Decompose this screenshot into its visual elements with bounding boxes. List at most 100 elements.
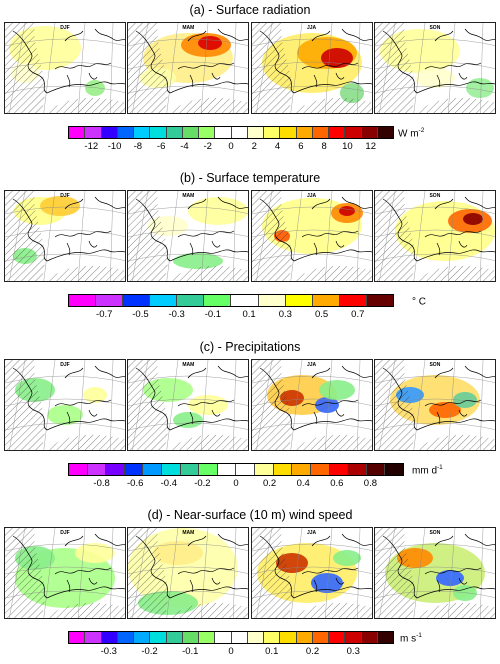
map-djf: DJF	[4, 22, 126, 114]
hatching-region	[374, 23, 415, 113]
colorbar-swatch	[236, 464, 256, 475]
anomaly-patch	[188, 197, 249, 225]
colorbar-swatch	[285, 295, 313, 306]
season-label: SON	[429, 362, 441, 368]
colorbar-tick-label: -10	[107, 141, 122, 152]
hatching-region	[47, 265, 125, 281]
anomaly-patch	[320, 48, 353, 68]
map-field	[128, 528, 249, 618]
anomaly-patch	[465, 78, 494, 98]
colorbar-swatch	[312, 295, 340, 306]
hatching-region	[251, 528, 292, 618]
colorbar-swatch	[199, 632, 216, 643]
season-label: SON	[429, 25, 441, 31]
colorbar-tick-label: 0.2	[262, 478, 277, 489]
map-field	[128, 23, 249, 113]
hatching-region	[47, 434, 125, 450]
colorbar-ticks: -12 -10 -8 -6 -4 -2 0 2 4 6 8 10 12	[68, 141, 394, 153]
hatching-region	[293, 434, 372, 450]
map-field	[5, 528, 125, 618]
colorbar-swatch	[69, 632, 86, 643]
map-field	[374, 23, 495, 113]
map-son: SON	[373, 527, 496, 619]
colorbar-swatch	[329, 464, 349, 475]
hatching-region	[5, 528, 45, 618]
colorbar	[68, 463, 404, 476]
unit-exponent: -2	[418, 127, 425, 134]
colorbar-swatch	[182, 127, 199, 138]
anomaly-patch	[188, 395, 229, 415]
hatching-region	[293, 265, 372, 281]
map-field	[5, 360, 125, 450]
hatching-region	[5, 360, 45, 450]
colorbar-tick-label: 0.8	[363, 478, 377, 489]
colorbar-swatch	[312, 632, 329, 643]
colorbar-swatch	[247, 127, 264, 138]
coastline	[136, 533, 249, 599]
graticule	[374, 23, 495, 113]
colorbar-swatch	[215, 127, 232, 138]
colorbar-tick-label: 0	[228, 141, 234, 152]
map-field	[251, 23, 372, 113]
colorbar-swatch	[385, 464, 403, 475]
colorbar-tick-label: 0.1	[265, 646, 279, 657]
colorbar-tick-label: 0.3	[278, 309, 292, 320]
graticule	[251, 528, 372, 618]
colorbar-swatch	[310, 464, 330, 475]
colorbar-tick-label: 0.5	[314, 309, 329, 320]
seasonal-maps: DJF MAM JJA SON	[4, 527, 496, 619]
colorbar-unit: mm d-1	[412, 464, 443, 476]
colorbar-swatch	[264, 127, 281, 138]
anomaly-patch	[75, 543, 115, 563]
unit-text: W m	[398, 128, 419, 140]
hatching-region	[374, 191, 415, 281]
panel-precipitations: (c) - Precipitations DJF MAM JJA SON -0.8 -0…	[0, 340, 500, 495]
colorbar-swatch	[366, 464, 386, 475]
anomaly-field	[394, 201, 495, 261]
coastline	[259, 196, 372, 262]
colorbar-swatch	[69, 295, 97, 306]
colorbar-tick-label: 6	[298, 141, 304, 152]
colorbar-swatch	[199, 464, 218, 475]
colorbar-tick-label: -0.3	[100, 646, 117, 657]
colorbar-unit: ° C	[412, 295, 426, 307]
colorbar-swatch	[366, 295, 393, 306]
colorbar-tick-label: 4	[274, 141, 281, 152]
colorbar-swatch	[150, 127, 167, 138]
hatching-region	[5, 191, 45, 281]
colorbar-tick-label: 0.3	[346, 646, 360, 657]
hatching-region	[251, 23, 292, 113]
colorbar-swatch	[182, 632, 199, 643]
colorbar-swatch	[143, 464, 163, 475]
colorbar-tick-label: -0.2	[141, 646, 158, 657]
hatching-region	[170, 97, 249, 113]
colorbar-swatch	[377, 632, 393, 643]
colorbar-tick-label: 0	[228, 646, 234, 657]
anomaly-patch	[435, 570, 464, 586]
hatching-region	[170, 434, 249, 450]
map-field	[5, 23, 125, 113]
map-mam: MAM	[127, 22, 250, 114]
map-jja: JJA	[250, 359, 373, 451]
season-label: DJF	[60, 193, 70, 199]
hatching-region	[293, 97, 372, 113]
colorbar-swatch	[162, 464, 181, 475]
colorbar-ticks: -0.3 -0.2 -0.1 0 0.1 0.2 0.3	[68, 646, 394, 658]
colorbar-swatch	[345, 632, 362, 643]
anomaly-patch	[198, 36, 223, 50]
colorbar-swatch	[329, 127, 346, 138]
colorbar-tick-label: -0.7	[96, 309, 113, 320]
colorbar-swatch	[231, 632, 248, 643]
map-jja: JJA	[250, 22, 373, 114]
season-label: MAM	[182, 530, 195, 536]
graticule	[128, 528, 249, 618]
colorbar-swatch	[280, 127, 297, 138]
hatching-region	[374, 360, 415, 450]
coastline	[382, 365, 495, 431]
colorbar-swatch	[231, 295, 259, 306]
colorbar	[68, 126, 394, 139]
colorbar-swatch	[69, 127, 86, 138]
colorbar-swatch	[292, 464, 311, 475]
colorbar-tick-label: -0.2	[194, 478, 211, 489]
colorbar-tick-label: -12	[84, 141, 99, 152]
